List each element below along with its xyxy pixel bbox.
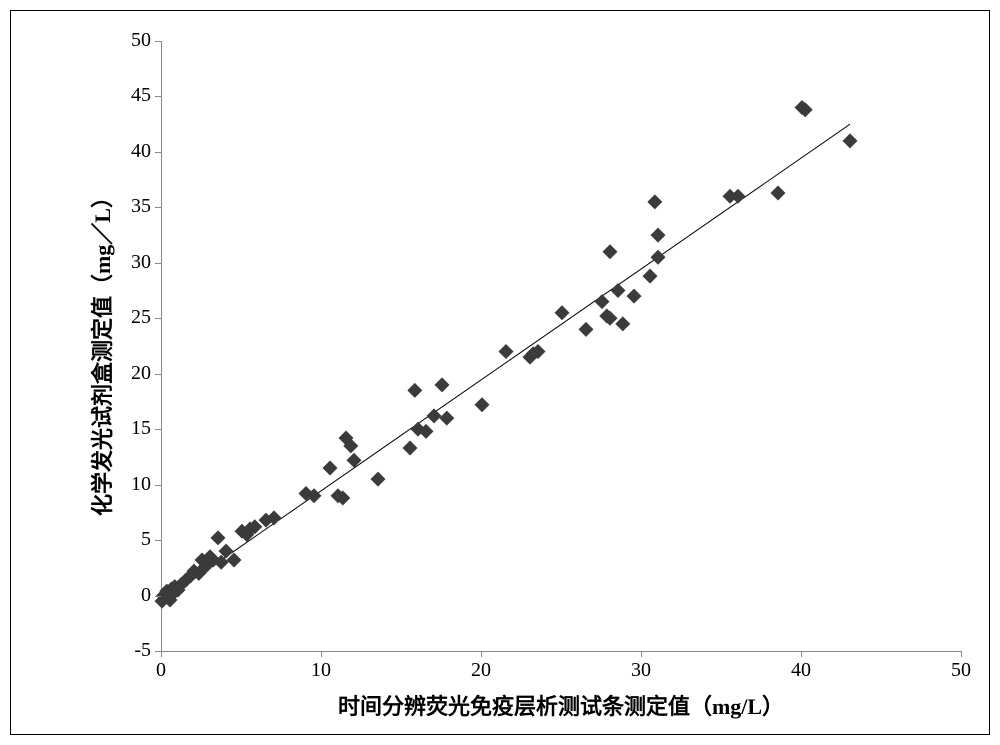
data-point <box>651 228 666 243</box>
x-tick-mark <box>321 651 322 657</box>
y-tick-mark <box>155 540 161 541</box>
y-tick-mark <box>155 374 161 375</box>
data-point <box>771 185 786 200</box>
data-point <box>643 269 658 284</box>
x-tick-mark <box>161 651 162 657</box>
data-point <box>651 250 666 265</box>
y-tick-label: 45 <box>101 84 151 107</box>
chart-frame: 化学发光试剂盒测定值（mg／L） 时间分辨荧光免疫层析测试条测定值（mg/L） … <box>10 10 990 735</box>
y-tick-mark <box>155 485 161 486</box>
y-tick-label: 30 <box>101 251 151 274</box>
x-tick-label: 30 <box>616 659 666 682</box>
y-tick-label: 20 <box>101 362 151 385</box>
data-point <box>439 411 454 426</box>
data-point <box>731 189 746 204</box>
data-point <box>603 244 618 259</box>
data-point <box>211 530 226 545</box>
y-tick-mark <box>155 429 161 430</box>
y-tick-mark <box>155 207 161 208</box>
x-tick-label: 50 <box>936 659 986 682</box>
y-tick-mark <box>155 263 161 264</box>
y-tick-label: 15 <box>101 417 151 440</box>
x-tick-mark <box>481 651 482 657</box>
data-point <box>499 344 514 359</box>
data-point <box>403 441 418 456</box>
y-tick-label: 5 <box>101 528 151 551</box>
data-point <box>407 383 422 398</box>
data-point <box>323 461 338 476</box>
x-axis-label: 时间分辨荧光免疫层析测试条测定值（mg/L） <box>161 689 961 721</box>
data-point <box>371 472 386 487</box>
data-point <box>427 408 442 423</box>
y-tick-label: 35 <box>101 195 151 218</box>
x-tick-mark <box>801 651 802 657</box>
data-point <box>627 289 642 304</box>
data-point <box>595 294 610 309</box>
y-axis-label: 化学发光试剂盒测定值（mg／L） <box>85 121 117 581</box>
y-tick-label: 50 <box>101 29 151 52</box>
y-tick-mark <box>155 596 161 597</box>
data-point <box>615 316 630 331</box>
y-tick-label: 0 <box>101 584 151 607</box>
chart-svg <box>162 41 962 651</box>
data-point <box>611 283 626 298</box>
x-tick-mark <box>641 651 642 657</box>
x-tick-label: 40 <box>776 659 826 682</box>
x-tick-label: 10 <box>296 659 346 682</box>
trend-line <box>162 124 850 601</box>
data-point <box>347 453 362 468</box>
data-point <box>647 194 662 209</box>
data-point <box>435 377 450 392</box>
data-point <box>579 322 594 337</box>
y-tick-mark <box>155 318 161 319</box>
x-tick-mark <box>961 651 962 657</box>
plot-area <box>161 41 962 652</box>
x-tick-label: 0 <box>136 659 186 682</box>
y-tick-mark <box>155 96 161 97</box>
x-tick-label: 20 <box>456 659 506 682</box>
y-tick-label: 40 <box>101 140 151 163</box>
data-point <box>843 133 858 148</box>
y-tick-label: 10 <box>101 473 151 496</box>
y-tick-mark <box>155 152 161 153</box>
data-point <box>475 397 490 412</box>
y-tick-mark <box>155 41 161 42</box>
y-tick-label: 25 <box>101 306 151 329</box>
data-point <box>555 305 570 320</box>
